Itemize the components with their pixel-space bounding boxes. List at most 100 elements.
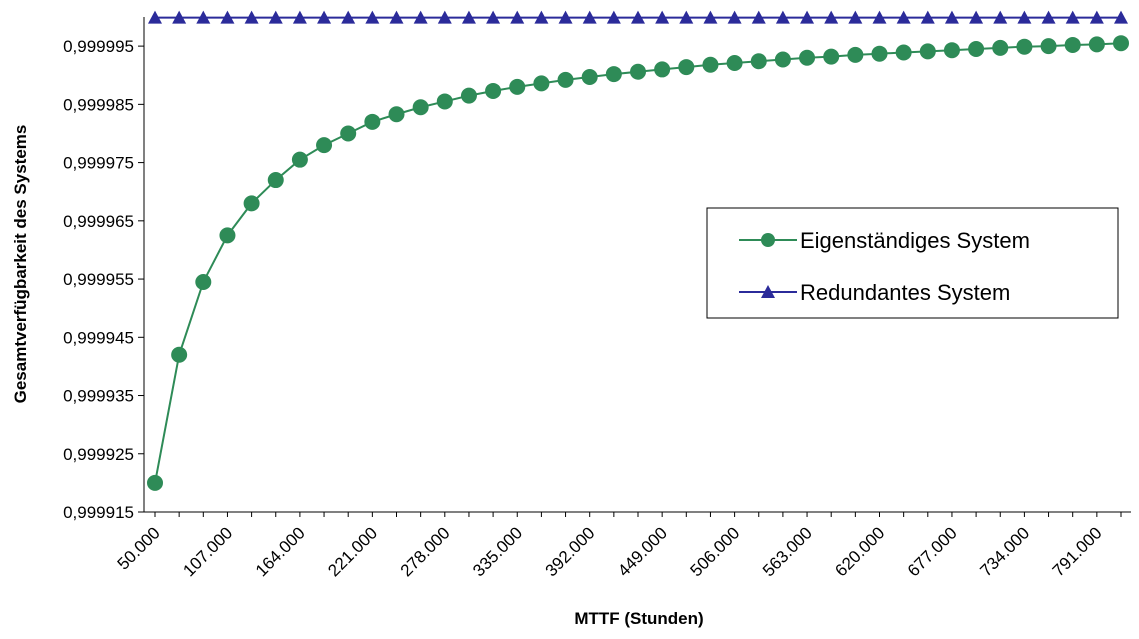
data-point-series-1 [751,10,766,24]
y-tick-label: 0,999915 [63,503,134,522]
data-point-series-0 [291,151,308,168]
x-tick-label: 677.000 [904,523,961,580]
x-tick-label: 506.000 [687,523,744,580]
x-axis-ticks: 50.000 107.000 164.000 221.000 278.000 335.00… [114,512,1122,580]
data-point-series-1 [944,10,959,24]
data-point-series-1 [824,10,839,24]
x-tick-label: 335.000 [469,523,526,580]
data-point-series-1 [413,10,428,24]
data-point-series-0 [750,53,767,70]
x-tick-label: 50.000 [114,523,164,573]
data-point-series-1 [461,10,476,24]
data-point-series-1 [727,10,742,24]
data-point-series-0 [799,49,816,66]
x-tick-label: 563.000 [759,523,816,580]
data-point-series-1 [558,10,573,24]
legend-label-series-1: Redundantes System [800,280,1010,305]
data-point-series-1 [703,10,718,24]
y-tick-label: 0,999965 [63,212,134,231]
legend-label-series-0: Eigenständiges System [800,228,1030,253]
data-point-series-0 [605,66,622,83]
data-point-series-0 [460,87,477,104]
data-point-series-0 [702,56,719,73]
y-tick-label: 0,999955 [63,270,134,289]
data-point-series-0 [654,61,671,78]
data-point-series-1 [268,10,283,24]
data-point-series-0 [267,172,284,189]
data-point-series-0 [678,59,695,76]
data-point-series-0 [992,39,1009,56]
data-point-series-0 [968,41,985,58]
data-point-series-1 [437,10,452,24]
data-point-series-1 [510,10,525,24]
data-point-series-1 [896,10,911,24]
data-point-series-0 [847,46,864,63]
data-point-series-0 [171,346,188,363]
data-point-series-0 [1040,38,1057,55]
y-axis-ticks: 0,999915 0,999925 0,999935 0,999945 0,999955… [63,37,144,522]
data-point-series-1 [196,10,211,24]
data-point-series-1 [172,10,187,24]
x-tick-label: 734.000 [976,523,1033,580]
data-point-series-1 [969,10,984,24]
data-point-series-1 [800,10,815,24]
data-point-series-0 [895,44,912,61]
data-point-series-0 [316,137,333,154]
data-point-series-0 [943,42,960,59]
x-tick-label: 620.000 [831,523,888,580]
x-tick-label: 392.000 [542,523,599,580]
y-tick-label: 0,999995 [63,37,134,56]
x-tick-label: 164.000 [252,523,309,580]
legend-marker-series-1 [761,285,775,298]
data-point-series-0 [485,82,502,99]
data-point-series-1 [1065,10,1080,24]
data-point-series-0 [219,227,236,244]
data-point-series-0 [823,48,840,65]
series-layer [147,10,1129,491]
data-point-series-1 [365,10,380,24]
data-point-series-0 [1064,36,1081,53]
data-point-series-1 [244,10,259,24]
x-axis-title: MTTF (Stunden) [574,609,703,628]
data-point-series-1 [389,10,404,24]
x-tick-label: 221.000 [324,523,381,580]
y-tick-label: 0,999935 [63,387,134,406]
data-point-series-0 [412,99,429,116]
data-point-series-1 [655,10,670,24]
data-point-series-1 [1114,10,1128,24]
data-point-series-1 [1017,10,1032,24]
data-point-series-0 [1113,35,1129,52]
data-point-series-1 [220,10,235,24]
data-point-series-1 [1089,10,1104,24]
data-point-series-1 [486,10,501,24]
data-point-series-1 [582,10,597,24]
data-point-series-0 [243,195,260,212]
data-point-series-0 [581,68,598,85]
data-point-series-1 [775,10,790,24]
data-point-series-0 [726,55,743,72]
data-point-series-1 [1041,10,1056,24]
data-point-series-1 [993,10,1008,24]
data-point-series-1 [848,10,863,24]
data-point-series-0 [388,106,405,123]
data-point-series-0 [195,273,212,290]
data-point-series-0 [1016,38,1033,55]
x-tick-label: 107.000 [179,523,236,580]
data-point-series-1 [872,10,887,24]
data-point-series-1 [631,10,645,24]
data-point-series-0 [340,125,357,142]
data-point-series-1 [920,10,935,24]
x-tick-label: 278.000 [397,523,454,580]
data-point-series-0 [509,78,526,95]
data-point-series-1 [606,10,621,24]
data-point-series-0 [630,63,646,80]
legend: Eigenständiges System Redundantes System [706,207,1119,319]
data-point-series-0 [1088,36,1105,53]
y-tick-label: 0,999975 [63,154,134,173]
data-point-series-1 [292,10,307,24]
data-point-series-0 [919,43,936,60]
data-point-series-0 [557,71,574,88]
data-point-series-0 [147,474,163,491]
legend-marker-series-0 [761,233,775,247]
